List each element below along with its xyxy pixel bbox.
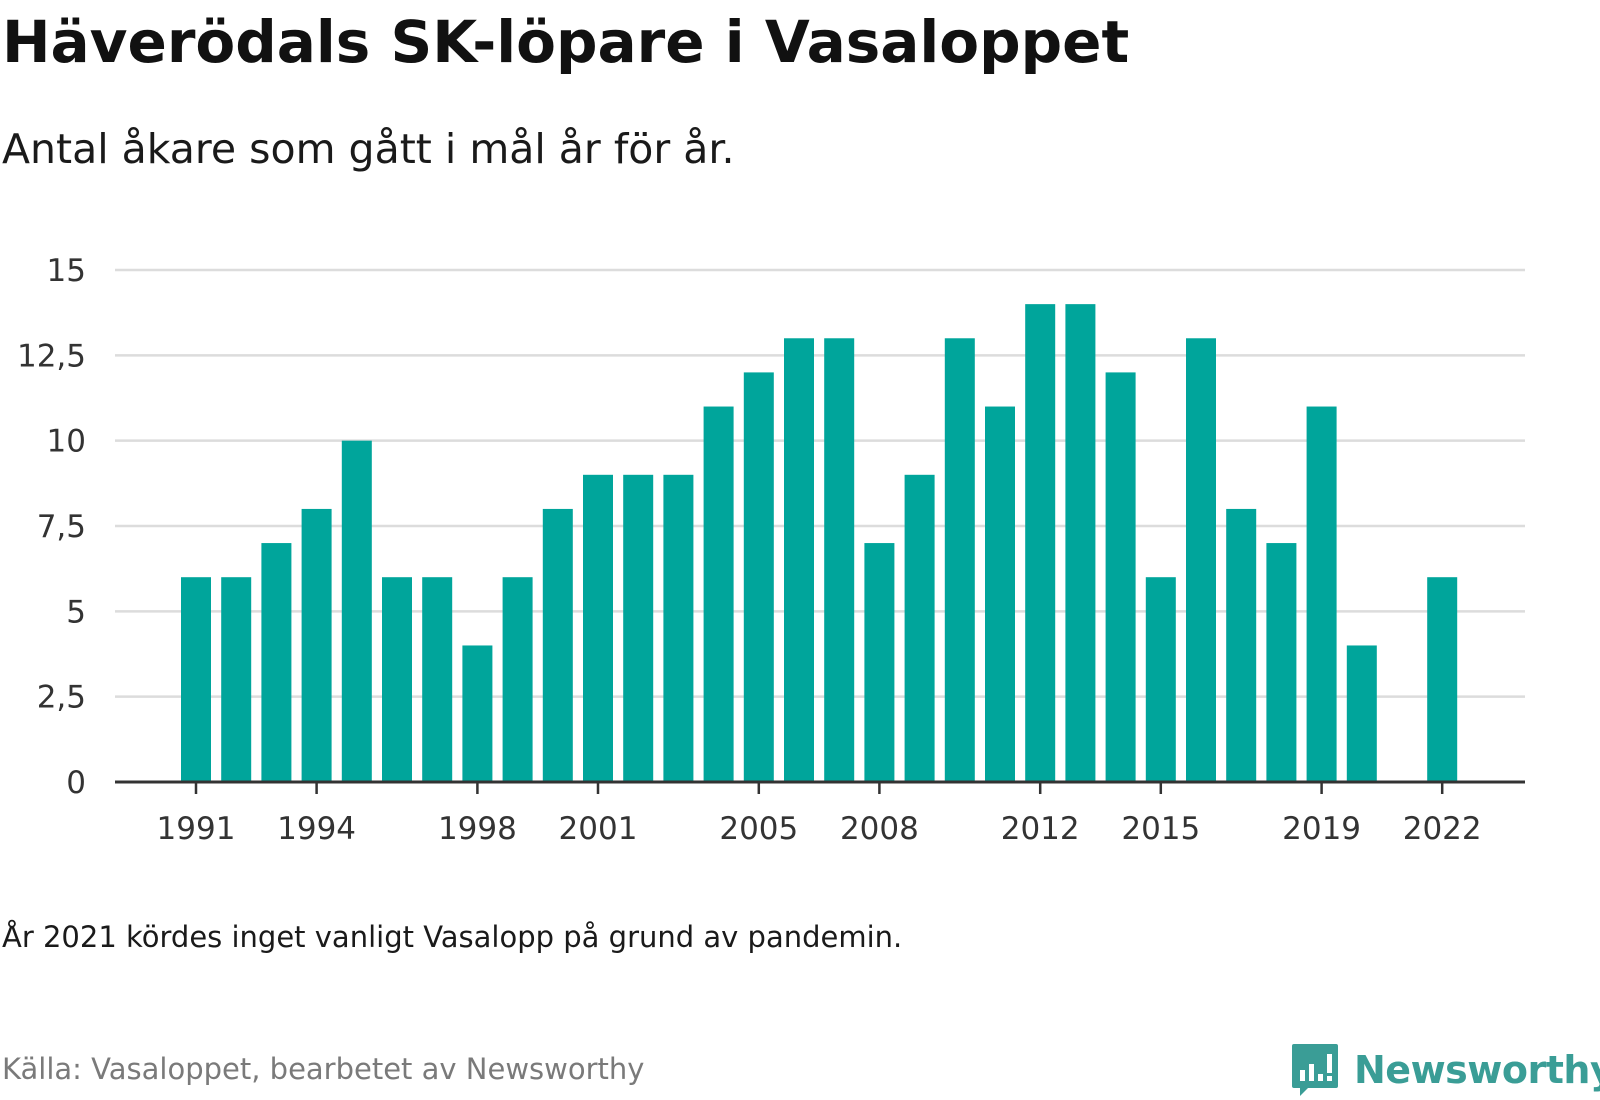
bar-2016 xyxy=(1186,338,1216,782)
bar-2014 xyxy=(1105,372,1136,782)
y-tick-label: 2,5 xyxy=(37,680,86,716)
bar-2008 xyxy=(864,543,895,782)
bar-2001 xyxy=(583,474,613,782)
bar-1991 xyxy=(181,577,211,782)
bar-2006 xyxy=(784,338,814,782)
bar-2007 xyxy=(824,338,855,782)
y-tick-label: 15 xyxy=(47,253,86,289)
y-tick-label: 12,5 xyxy=(17,338,86,374)
x-tick-label: 1998 xyxy=(438,811,517,847)
chart-subtitle: Antal åkare som gått i mål år för år. xyxy=(2,125,735,173)
bar-chart-speech-bubble-icon xyxy=(1292,1044,1338,1096)
chart-title: Häverödals SK-löpare i Vasaloppet xyxy=(2,8,1130,76)
bar-2022 xyxy=(1427,577,1458,782)
x-tick-label: 2012 xyxy=(1001,811,1080,847)
bar-2000 xyxy=(542,508,573,782)
bar-2013 xyxy=(1065,304,1096,782)
bar-1993 xyxy=(261,543,292,782)
x-tick-label: 1994 xyxy=(277,811,356,847)
bar-2015 xyxy=(1145,577,1176,782)
y-tick-label: 7,5 xyxy=(37,509,86,545)
bar-1996 xyxy=(382,577,412,782)
brand-name: Newsworthy xyxy=(1354,1048,1600,1092)
x-tick-label: 2015 xyxy=(1121,811,1200,847)
x-tick-label: 2005 xyxy=(719,811,798,847)
bar-1999 xyxy=(502,577,533,782)
bar-2020 xyxy=(1346,645,1377,782)
bar-1995 xyxy=(341,440,372,782)
bar-1992 xyxy=(221,577,252,782)
bar-2017 xyxy=(1226,508,1257,782)
bar-2012 xyxy=(1025,304,1056,782)
bar-2004 xyxy=(703,406,734,782)
x-tick-label: 1991 xyxy=(157,811,236,847)
x-tick-label: 2022 xyxy=(1403,811,1482,847)
bar-2018 xyxy=(1266,543,1297,782)
x-tick-label: 2001 xyxy=(559,811,638,847)
axes: 0 2,5 5 7,5 10 12,5 15 1991 1994 1998 2001 2005 2008… xyxy=(17,253,1525,847)
brand-logo: Newsworthy xyxy=(1290,1042,1600,1098)
bar-2010 xyxy=(944,338,975,782)
footnote: År 2021 kördes inget vanligt Vasalopp på… xyxy=(2,920,903,954)
bar-chart: 0 2,5 5 7,5 10 12,5 15 1991 1994 1998 2001 2005 2008… xyxy=(17,253,1525,847)
bar-2002 xyxy=(623,474,654,782)
bar-1997 xyxy=(422,577,453,782)
y-tick-label: 10 xyxy=(47,424,86,460)
bars xyxy=(181,304,1458,782)
bar-2005 xyxy=(743,372,774,782)
source-credit: Källa: Vasaloppet, bearbetet av Newswort… xyxy=(2,1052,645,1086)
bar-2011 xyxy=(985,406,1015,782)
bar-2003 xyxy=(663,474,694,782)
bar-2009 xyxy=(904,474,935,782)
y-tick-label: 5 xyxy=(66,594,86,630)
x-tick-label: 2008 xyxy=(840,811,919,847)
bar-1998 xyxy=(462,645,493,782)
bar-2019 xyxy=(1306,406,1337,782)
x-tick-label: 2019 xyxy=(1282,811,1361,847)
bar-1994 xyxy=(301,508,332,782)
y-tick-label: 0 xyxy=(66,765,86,801)
